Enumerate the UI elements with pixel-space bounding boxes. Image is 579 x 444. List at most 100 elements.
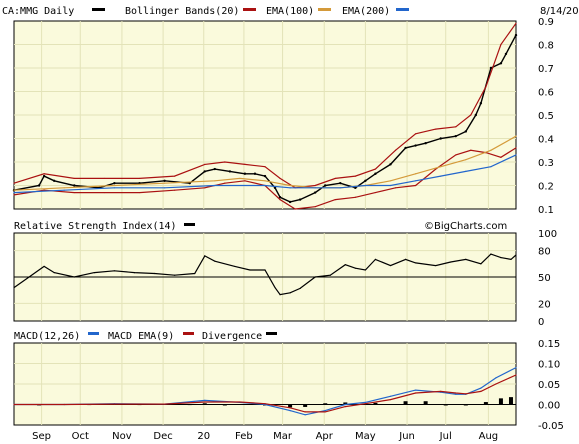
data-point — [133, 272, 136, 274]
data-point — [504, 52, 508, 56]
series-line-ema-200- — [13, 154, 517, 194]
data-point — [389, 398, 392, 401]
data-point — [13, 182, 15, 184]
data-point — [138, 191, 141, 194]
data-point — [73, 276, 75, 278]
legend-swatch-price — [92, 8, 105, 11]
data-point — [214, 260, 216, 262]
data-point — [204, 163, 206, 165]
data-point — [334, 177, 336, 180]
data-point — [239, 177, 241, 180]
data-point — [204, 399, 206, 401]
data-point — [374, 172, 377, 175]
data-point — [490, 166, 492, 168]
rsi-panel: 100 80 50 20 0 Relative Strength Index(14) ©… — [13, 221, 557, 328]
data-point — [479, 102, 483, 105]
data-point — [289, 184, 291, 187]
macd-panel: 0.15 0.10 0.05 0.00 -0.05 MACD(12,26) MACD E… — [13, 331, 564, 432]
data-point — [73, 177, 75, 180]
legend-swatch-ema200 — [396, 8, 409, 11]
divergence-bar — [403, 401, 408, 405]
macd-y-ticks: 0.15 0.10 0.05 0.00 -0.05 — [538, 339, 564, 432]
x-tick-label: Dec — [153, 431, 172, 442]
data-point — [63, 403, 65, 406]
data-point — [264, 269, 266, 271]
data-point — [455, 154, 457, 156]
data-point — [93, 272, 95, 274]
macd-title: MACD(12,26) — [14, 331, 80, 342]
data-point — [389, 163, 392, 166]
data-point — [495, 383, 497, 385]
data-point — [389, 180, 392, 182]
y-tick-label: 0.05 — [538, 380, 560, 391]
divergence-bar — [508, 397, 513, 405]
data-point — [113, 181, 116, 185]
data-point — [415, 392, 417, 394]
y-tick-label: 0.3 — [538, 158, 554, 169]
rsi-series — [13, 253, 517, 296]
data-point — [515, 22, 517, 24]
data-point — [204, 401, 206, 403]
legend-swatch-bollinger — [243, 8, 256, 11]
data-point — [389, 264, 392, 267]
price-legend: CA:MMG Daily Bollinger Bands(20) EMA(100… — [2, 6, 579, 17]
data-point — [264, 184, 266, 187]
data-point — [374, 168, 377, 170]
data-point — [253, 172, 257, 175]
legend-swatch-ema100 — [318, 8, 331, 11]
data-point — [470, 149, 472, 151]
divergence-bar — [323, 403, 328, 405]
data-point — [354, 196, 356, 198]
data-point — [244, 163, 246, 165]
data-point — [13, 191, 15, 194]
y-tick-label: 0.2 — [538, 182, 554, 193]
y-tick-label: 0.5 — [538, 111, 554, 122]
data-point — [334, 199, 336, 201]
divergence-bar — [202, 403, 207, 405]
x-tick-label: Apr — [316, 431, 334, 442]
data-point — [465, 170, 467, 172]
data-point — [499, 62, 503, 65]
data-point — [414, 144, 417, 147]
data-point — [440, 175, 442, 177]
data-point — [43, 189, 45, 191]
data-point — [294, 208, 296, 210]
data-point — [500, 257, 502, 259]
data-point — [113, 184, 115, 187]
legend-swatch-divergence — [266, 332, 277, 335]
data-point — [273, 186, 277, 190]
y-tick-label: 100 — [538, 229, 557, 240]
divergence-bar — [423, 401, 428, 405]
data-point — [73, 184, 76, 187]
data-point — [279, 177, 281, 180]
data-point — [314, 184, 316, 187]
data-point — [495, 377, 497, 379]
data-point — [515, 154, 517, 156]
legend-bollinger: Bollinger Bands(20) — [125, 6, 239, 17]
data-point — [13, 194, 15, 196]
data-point — [264, 166, 266, 168]
data-point — [244, 180, 246, 182]
data-point — [324, 411, 326, 413]
price-title: CA:MMG Daily — [2, 6, 74, 17]
y-tick-label: 80 — [538, 247, 551, 258]
price-series — [12, 22, 518, 210]
x-tick-label: Jun — [398, 431, 415, 442]
data-point — [389, 395, 392, 397]
series-line-bollinger-bands-20- — [13, 147, 517, 210]
legend-swatch-rsi — [184, 223, 195, 226]
data-point — [515, 374, 517, 376]
data-point — [138, 177, 141, 180]
data-point — [465, 258, 467, 260]
data-point — [279, 199, 281, 201]
data-point — [510, 258, 512, 260]
data-point — [113, 270, 115, 272]
data-point — [339, 187, 341, 189]
data-point — [298, 198, 302, 201]
data-point — [164, 182, 166, 184]
data-point — [490, 253, 492, 255]
price-panel: 0.9 0.8 0.7 0.6 0.5 0.4 0.3 0.2 0.1 CA:MMG Daily… — [2, 6, 579, 216]
data-point — [500, 43, 502, 46]
data-point — [455, 126, 457, 128]
data-point — [364, 403, 366, 405]
